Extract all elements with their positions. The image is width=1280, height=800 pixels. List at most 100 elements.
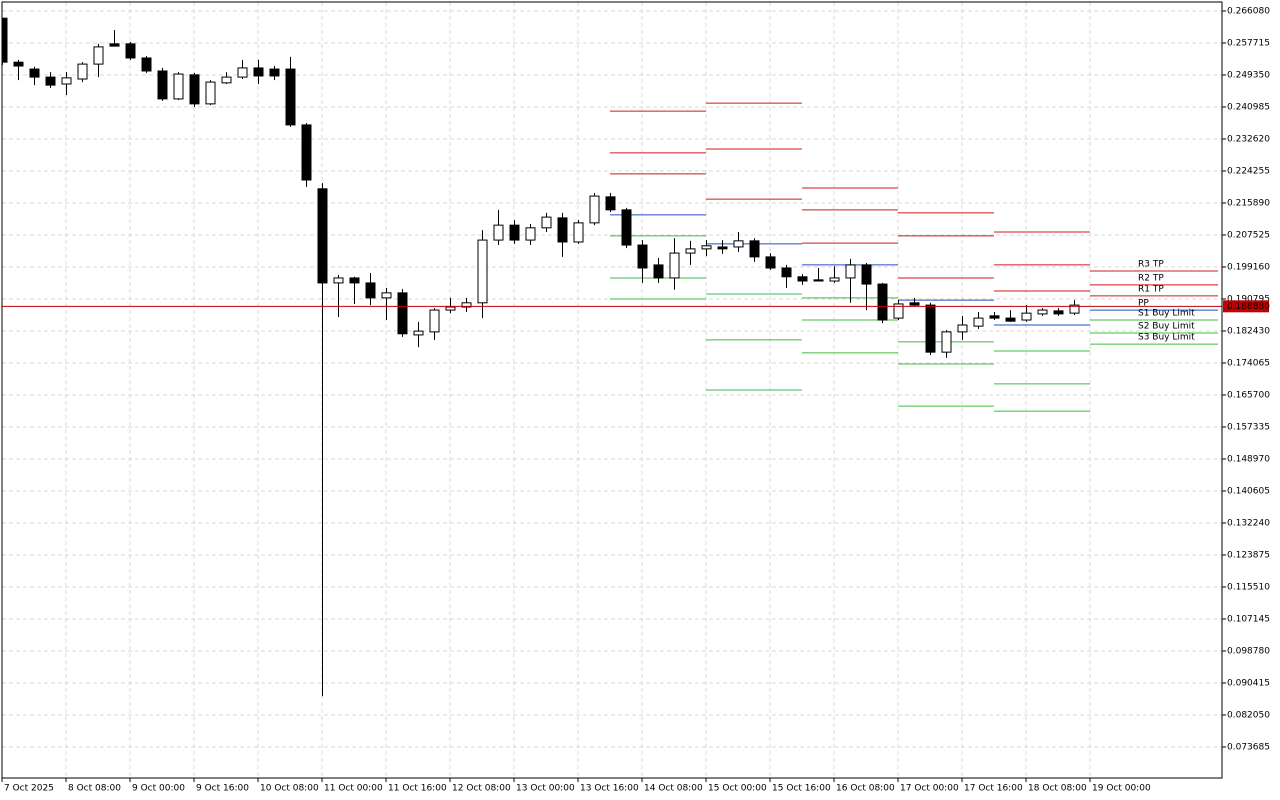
x-tick-label: 9 Oct 00:00 — [132, 784, 185, 794]
x-tick-label: 11 Oct 00:00 — [324, 784, 383, 794]
candle-body — [685, 248, 696, 254]
x-tick-label: 13 Oct 16:00 — [580, 784, 639, 794]
candle-body — [797, 276, 808, 282]
y-tick-label: 0.073685 — [1227, 742, 1270, 752]
candle-body — [109, 43, 120, 47]
x-tick-label: 17 Oct 00:00 — [900, 784, 959, 794]
x-tick-label: 14 Oct 08:00 — [644, 784, 703, 794]
candle-body — [141, 57, 152, 72]
candle-body — [829, 277, 840, 282]
candle-body — [77, 63, 88, 80]
x-tick-label: 17 Oct 16:00 — [964, 784, 1023, 794]
candle-body — [1005, 317, 1016, 322]
x-tick-label: 9 Oct 16:00 — [196, 784, 249, 794]
candle-body — [301, 124, 312, 181]
candle-body — [925, 304, 936, 353]
candle-body — [461, 302, 472, 308]
candle-body — [221, 76, 232, 84]
y-tick-label: 0.224255 — [1227, 167, 1270, 177]
candle-body — [621, 209, 632, 246]
candle-body — [413, 330, 424, 336]
candle-body — [333, 277, 344, 284]
candle-body — [237, 67, 248, 78]
pivot-label: S3 Buy Limit — [1138, 333, 1195, 343]
candle-body — [1021, 312, 1032, 321]
x-tick-label: 8 Oct 08:00 — [68, 784, 121, 794]
candle-body — [653, 264, 664, 279]
candle-body — [525, 227, 536, 241]
candle-body — [877, 283, 888, 321]
grid — [2, 2, 1222, 778]
axes: 0.266080 0.257715 0.249350 0.240985 0.232620… — [1, 7, 1270, 794]
pivot-label: S1 Buy Limit — [1138, 309, 1195, 319]
candle-body — [61, 77, 72, 85]
x-tick-label: 18 Oct 08:00 — [1028, 784, 1087, 794]
x-tick-label: 19 Oct 00:00 — [1092, 784, 1151, 794]
candle-body — [861, 264, 872, 285]
candle-body — [957, 324, 968, 333]
y-tick-label: 0.232620 — [1227, 135, 1270, 145]
candle-body — [669, 252, 680, 279]
candle-body — [253, 67, 264, 77]
candle-body — [1053, 310, 1064, 315]
candle-body — [189, 74, 200, 105]
candle-body — [573, 222, 584, 243]
candle-body — [1069, 304, 1080, 314]
candle-body — [365, 282, 376, 299]
candle-body — [429, 309, 440, 333]
candle-body — [173, 73, 184, 100]
x-tick-label: 13 Oct 00:00 — [516, 784, 575, 794]
candle-body — [989, 315, 1000, 319]
y-tick-label: 0.082050 — [1227, 710, 1270, 720]
candle-body — [445, 306, 456, 311]
candle-body — [637, 244, 648, 269]
pivot-label: R2 TP — [1138, 273, 1164, 283]
candle-body — [701, 245, 712, 250]
x-tick-label: 15 Oct 16:00 — [772, 784, 831, 794]
candle-body — [205, 81, 216, 105]
x-tick-label: 10 Oct 08:00 — [260, 784, 319, 794]
x-tick-label: 7 Oct 2025 — [4, 784, 54, 794]
y-tick-label: 0.182430 — [1227, 327, 1270, 337]
candle-body — [349, 277, 360, 284]
y-tick-label: 0.090415 — [1227, 678, 1270, 688]
y-tick-label: 0.190795 — [1227, 295, 1270, 305]
candle-body — [813, 279, 824, 282]
y-tick-label: 0.240985 — [1227, 103, 1270, 113]
current-price-label: 0.188880 — [1227, 302, 1270, 312]
candle-body — [909, 302, 920, 306]
candle-body — [541, 216, 552, 229]
candle-body — [125, 43, 136, 59]
candle-body — [493, 224, 504, 241]
y-tick-label: 0.249350 — [1227, 71, 1270, 81]
y-tick-label: 0.199160 — [1227, 263, 1270, 273]
candle-body — [285, 68, 296, 126]
candle-body — [733, 240, 744, 248]
candle-body — [1037, 309, 1048, 315]
pivot-label: R3 TP — [1138, 260, 1164, 270]
pivot-label: PP — [1138, 299, 1149, 309]
candle-body — [557, 217, 568, 243]
candle-body — [765, 256, 776, 269]
plot-frame — [1, 1, 1223, 779]
y-tick-label: 0.207525 — [1227, 231, 1270, 241]
candle-body — [13, 61, 24, 67]
candle-body — [157, 70, 168, 100]
y-tick-label: 0.266080 — [1227, 7, 1270, 17]
candle-body — [749, 240, 760, 258]
y-tick-label: 0.107145 — [1227, 614, 1270, 624]
y-tick-label: 0.157335 — [1227, 422, 1270, 432]
y-tick-label: 0.115510 — [1227, 582, 1270, 592]
candle-body — [781, 267, 792, 278]
pivot-label: R1 TP — [1138, 284, 1164, 294]
x-tick-label: 16 Oct 08:00 — [836, 784, 895, 794]
candle-body — [45, 76, 56, 86]
x-tick-label: 15 Oct 00:00 — [708, 784, 767, 794]
y-tick-label: 0.148970 — [1227, 454, 1270, 464]
x-tick-label: 11 Oct 16:00 — [388, 784, 447, 794]
candle-body — [509, 224, 520, 241]
